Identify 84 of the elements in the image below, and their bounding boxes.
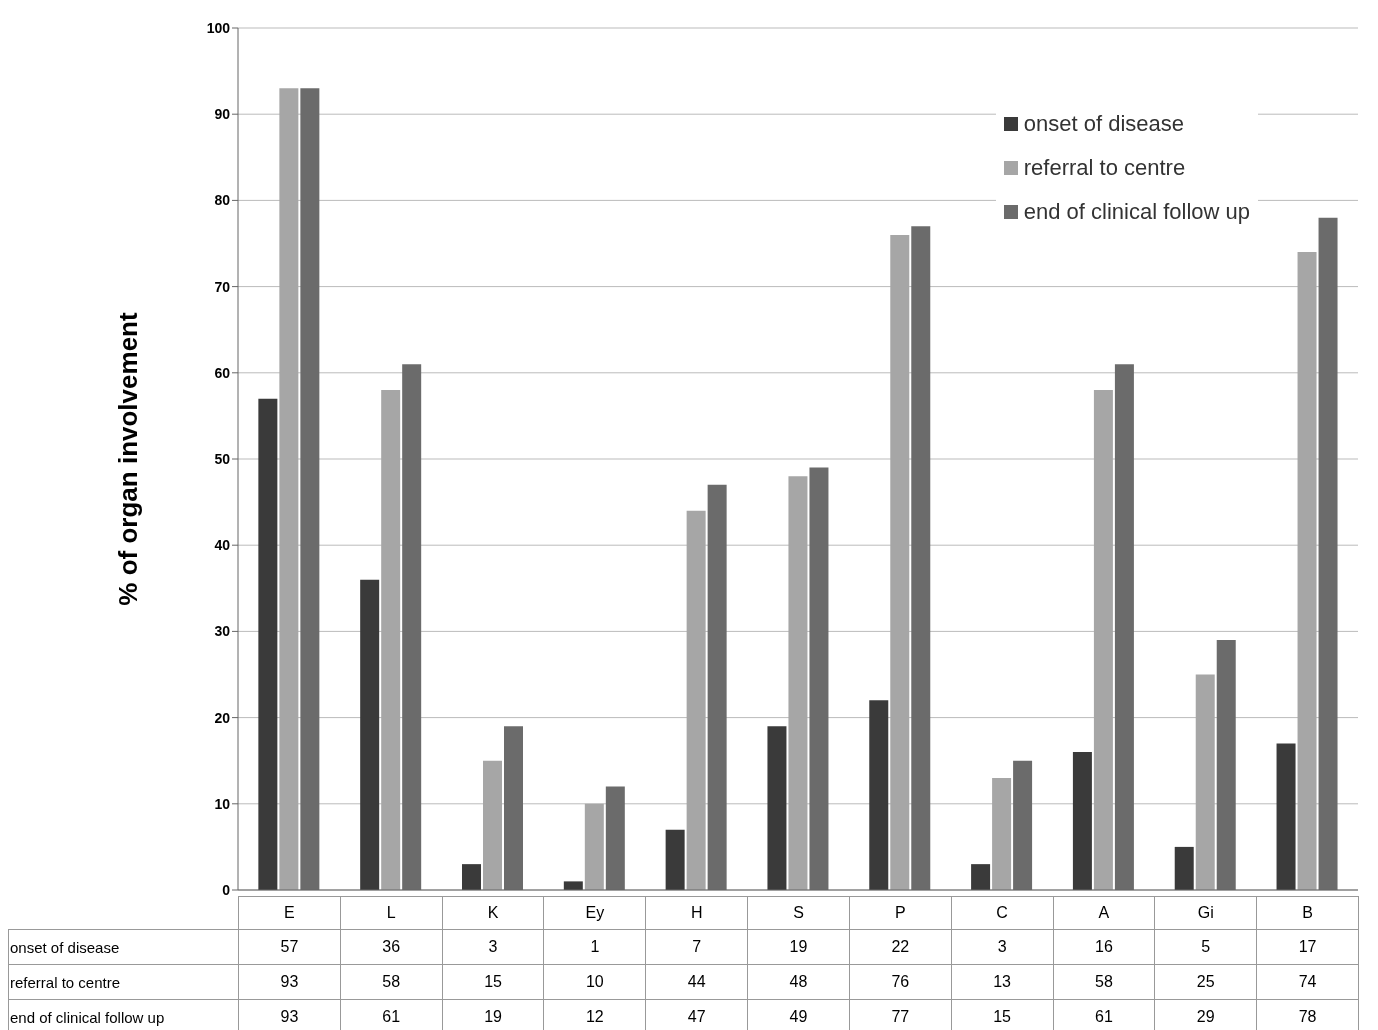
text: onset of disease	[10, 938, 120, 956]
bar	[1276, 743, 1296, 890]
data-label: 29	[1154, 999, 1257, 1030]
x-tick-label: A	[1053, 896, 1155, 930]
data-label: 47	[645, 999, 748, 1030]
data-label: 10	[543, 964, 646, 1000]
data-label: 16	[1053, 929, 1155, 965]
data-label: 15	[442, 964, 544, 1000]
y-tick-label: 20	[214, 709, 231, 726]
bar	[869, 700, 889, 890]
x-tick-label: L	[340, 896, 443, 930]
data-label: 44	[645, 964, 748, 1000]
bar	[258, 398, 278, 890]
data-label: 19	[442, 999, 544, 1030]
data-label: 3	[951, 929, 1053, 965]
bar	[767, 726, 787, 890]
bar	[483, 760, 502, 890]
legend-label: onset of disease	[1022, 110, 1185, 138]
x-tick-label: E	[238, 896, 341, 930]
text: end of clinical follow up	[10, 1008, 165, 1026]
data-label: 19	[747, 929, 850, 965]
data-label: 58	[340, 964, 443, 1000]
data-label: 93	[238, 999, 341, 1030]
bar	[1072, 752, 1092, 890]
y-tick-label: 50	[214, 450, 231, 467]
y-tick-label: 10	[214, 795, 231, 812]
data-label: 78	[1256, 999, 1359, 1030]
y-tick-label: 80	[214, 192, 231, 209]
bar	[665, 829, 685, 890]
data-label: 13	[951, 964, 1053, 1000]
data-label: 57	[238, 929, 341, 965]
bar	[1174, 846, 1194, 890]
y-tick-label: 30	[214, 623, 231, 640]
data-label: 1	[543, 929, 646, 965]
x-tick-label: Gi	[1154, 896, 1257, 930]
x-tick-label: B	[1256, 896, 1359, 930]
y-tick-label: 60	[214, 364, 231, 381]
data-label: 48	[747, 964, 850, 1000]
data-label: 76	[849, 964, 952, 1000]
data-label: 49	[747, 999, 850, 1030]
data-label: 15	[951, 999, 1053, 1030]
data-label: 58	[1053, 964, 1155, 1000]
x-tick-label: H	[645, 896, 748, 930]
y-tick-label: 70	[214, 278, 231, 295]
data-label: 5	[1154, 929, 1257, 965]
bar	[360, 579, 380, 890]
bar	[1297, 252, 1317, 890]
bar	[584, 803, 604, 890]
bar	[890, 234, 910, 890]
x-tick-label: C	[951, 896, 1053, 930]
data-label: 74	[1256, 964, 1359, 1000]
bar	[788, 476, 808, 890]
bar	[381, 390, 401, 890]
bar	[992, 777, 1012, 890]
y-tick-label: 100	[206, 19, 231, 36]
data-label: 93	[238, 964, 341, 1000]
bar	[971, 864, 991, 890]
y-tick-label: 0	[222, 881, 231, 898]
data-label: 36	[340, 929, 443, 965]
bar	[1195, 674, 1215, 890]
legend-label: end of clinical follow up	[1022, 198, 1250, 226]
x-tick-label: P	[849, 896, 952, 930]
data-label: 17	[1256, 929, 1359, 965]
bar	[279, 88, 299, 890]
data-label: 7	[645, 929, 748, 965]
legend-label: referral to centre	[1022, 154, 1187, 182]
y-tick-label: 40	[214, 537, 231, 554]
bar	[686, 510, 706, 890]
bar	[462, 864, 481, 890]
bar	[1093, 390, 1113, 890]
data-label: 61	[340, 999, 443, 1030]
bar	[563, 881, 583, 890]
data-label: 61	[1053, 999, 1155, 1030]
data-label: 25	[1154, 964, 1257, 1000]
x-tick-label: S	[747, 896, 850, 930]
data-label: 12	[543, 999, 646, 1030]
x-tick-label: K	[442, 896, 544, 930]
text: referral to centre	[10, 973, 121, 991]
data-label: 3	[442, 929, 544, 965]
data-label: 22	[849, 929, 952, 965]
x-tick-label: Ey	[543, 896, 646, 930]
data-label: 77	[849, 999, 952, 1030]
y-tick-label: 90	[214, 106, 231, 123]
y-axis-title: % of organ involvement	[113, 312, 144, 606]
